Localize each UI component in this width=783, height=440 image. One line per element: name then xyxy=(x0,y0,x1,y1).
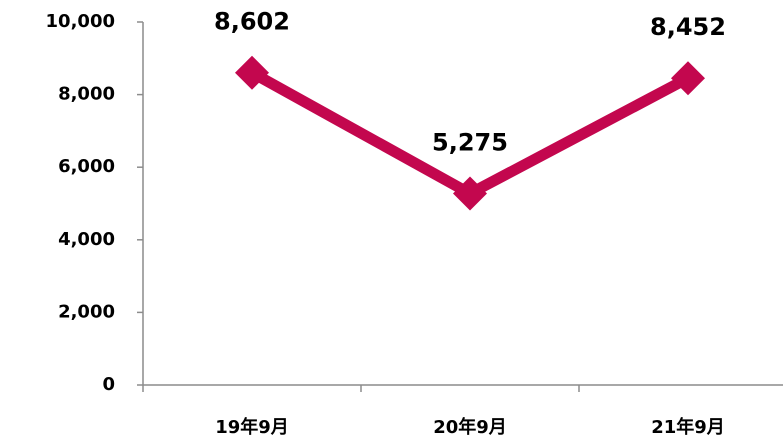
y-tick-label: 4,000 xyxy=(58,229,115,250)
marker xyxy=(453,176,487,211)
x-tick-label: 20年9月 xyxy=(433,416,507,438)
x-tick-label: 19年9月 xyxy=(215,416,289,438)
marker xyxy=(235,55,269,90)
y-tick-label: 6,000 xyxy=(58,156,115,177)
data-label: 8,602 xyxy=(214,8,290,36)
data-label: 5,275 xyxy=(432,129,508,157)
x-tick-label: 21年9月 xyxy=(651,416,725,438)
y-tick-label: 10,000 xyxy=(46,11,115,32)
y-tick-label: 8,000 xyxy=(58,84,115,105)
y-tick-label: 2,000 xyxy=(58,301,115,322)
marker xyxy=(671,61,705,96)
y-tick-label: 0 xyxy=(102,374,115,395)
data-label: 8,452 xyxy=(650,13,726,41)
